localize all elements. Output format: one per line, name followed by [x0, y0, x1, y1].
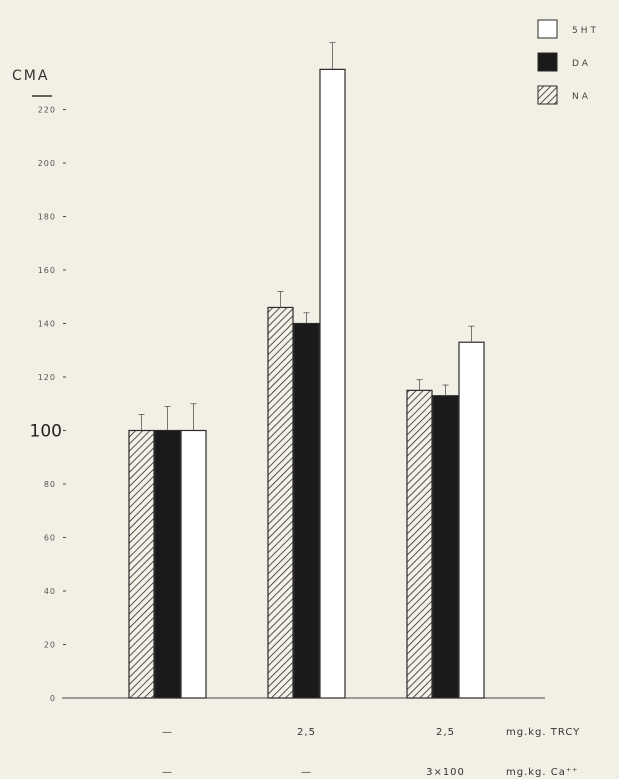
y-tick-label: 220 — [38, 106, 56, 115]
legend: 5HT DA NA — [537, 19, 599, 105]
y-tick-label: 120 — [38, 373, 56, 382]
y-tick-label: 180 — [38, 213, 56, 222]
y-axis: 0 20 40 60 80 100 120 140 160 180 200 220 — [30, 106, 66, 703]
condition-value: 3×100 — [426, 767, 465, 778]
bar-5ht — [458, 341, 485, 699]
bar-na — [406, 389, 433, 699]
bar-da — [432, 395, 459, 699]
bar-5ht — [319, 68, 346, 699]
condition-value: — — [162, 727, 173, 738]
condition-rows: — 2,5 2,5 mg.kg. TRCY — — 3×100 mg.kg. Ca⁺⁺ — [162, 727, 580, 778]
condition-label: mg.kg. Ca⁺⁺ — [506, 767, 578, 778]
bar-na — [128, 429, 155, 699]
condition-label: mg.kg. TRCY — [506, 727, 580, 738]
legend-swatch-da — [537, 52, 558, 72]
legend-swatch-5ht — [537, 19, 558, 39]
condition-value: 2,5 — [297, 727, 316, 738]
y-tick-label: 200 — [38, 159, 56, 168]
y-tick-label: 160 — [38, 266, 56, 275]
y-tick-label: 60 — [44, 534, 56, 543]
legend-label-na: NA — [572, 92, 591, 102]
legend-swatch-na — [537, 85, 558, 105]
legend-label-da: DA — [572, 59, 591, 69]
condition-value: — — [162, 767, 173, 778]
bar-na — [267, 306, 294, 699]
bars-group — [128, 42, 485, 699]
bar-5ht — [180, 429, 207, 699]
y-tick-label: 20 — [44, 641, 56, 650]
y-axis-label: CMA — [12, 68, 49, 84]
bar-da — [293, 322, 320, 699]
condition-value: 2,5 — [436, 727, 455, 738]
y-tick-label: 40 — [44, 587, 56, 596]
y-tick-label: 140 — [38, 320, 56, 329]
y-tick-label: 80 — [44, 480, 56, 489]
bar-da — [154, 429, 181, 699]
y-tick-label: 100 — [30, 422, 62, 442]
condition-value: — — [301, 767, 312, 778]
legend-label-5ht: 5HT — [572, 26, 599, 36]
y-tick-label: 0 — [50, 694, 56, 703]
